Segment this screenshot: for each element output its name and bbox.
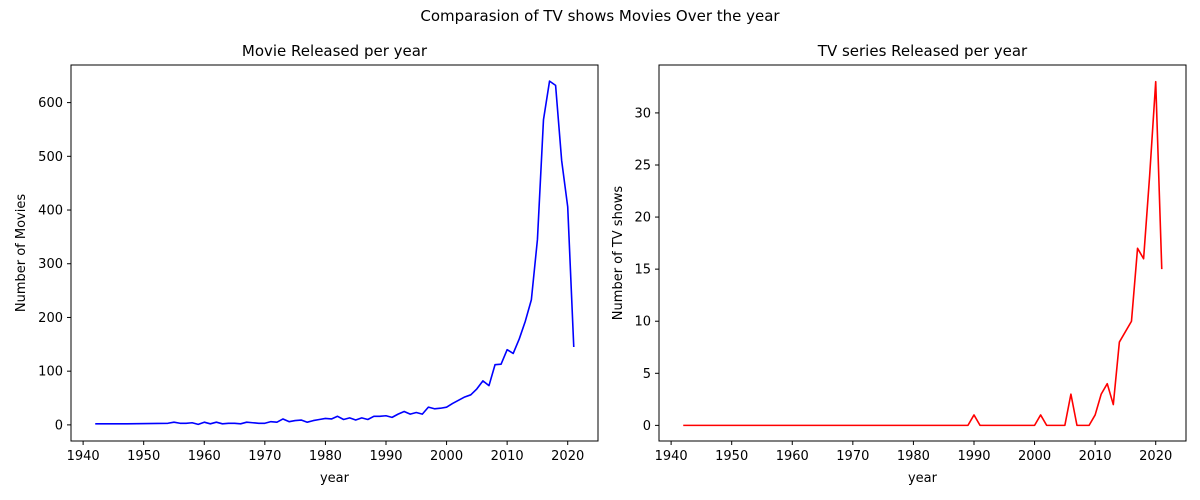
y-tick-label: 30 [634,106,651,121]
y-tick-label: 0 [643,419,651,434]
x-tick-label: 1990 [369,449,402,464]
x-tick-label: 1960 [188,449,221,464]
axes-frame [658,64,1187,442]
y-tick-label: 400 [38,204,63,219]
y-tick-label: 10 [634,315,651,330]
series-line [683,80,1163,427]
y-tick-label: 200 [38,311,63,326]
subplot-2: TV series Released per year 1940 1950 1960 1… [611,42,1187,486]
x-tick-label: 1980 [897,449,930,464]
x-axis-label: year [908,471,938,486]
y-tick-label: 15 [634,263,651,278]
x-tick-label: 1990 [957,449,990,464]
x-tick-label: 2020 [551,449,584,464]
x-tick-label: 1940 [67,449,100,464]
y-tick-label: 5 [643,367,651,382]
x-tick-label: 1950 [715,449,748,464]
y-tick-label: 600 [38,96,63,111]
subplot-title: Movie Released per year [242,42,428,60]
y-tick-label: 500 [38,150,63,165]
x-tick-label: 2000 [430,449,463,464]
x-tick-label: 1960 [776,449,809,464]
x-tick-label: 1980 [309,449,342,464]
y-tick-label: 25 [634,158,651,173]
x-tick-label: 2010 [1079,449,1112,464]
y-tick-label: 300 [38,257,63,272]
subplot-title: TV series Released per year [817,42,1028,60]
y-axis-label: Number of TV shows [611,186,626,321]
subplot-1: Movie Released per year 1940 1950 1960 1970 1… [14,42,599,486]
x-axis-label: year [320,471,350,486]
x-tick-label: 1950 [127,449,160,464]
series-line [95,80,575,426]
x-tick-label: 1970 [836,449,869,464]
y-tick-label: 0 [55,418,63,433]
axes-frame [70,64,599,442]
figure-title: Comparasion of TV shows Movies Over the … [420,7,780,25]
y-tick-label: 100 [38,365,63,380]
x-tick-label: 2020 [1139,449,1172,464]
y-tick-label: 20 [634,211,651,226]
y-axis-label: Number of Movies [14,194,29,312]
x-tick-label: 1940 [655,449,688,464]
x-tick-label: 1970 [248,449,281,464]
x-tick-label: 2000 [1018,449,1051,464]
x-tick-label: 2010 [491,449,524,464]
